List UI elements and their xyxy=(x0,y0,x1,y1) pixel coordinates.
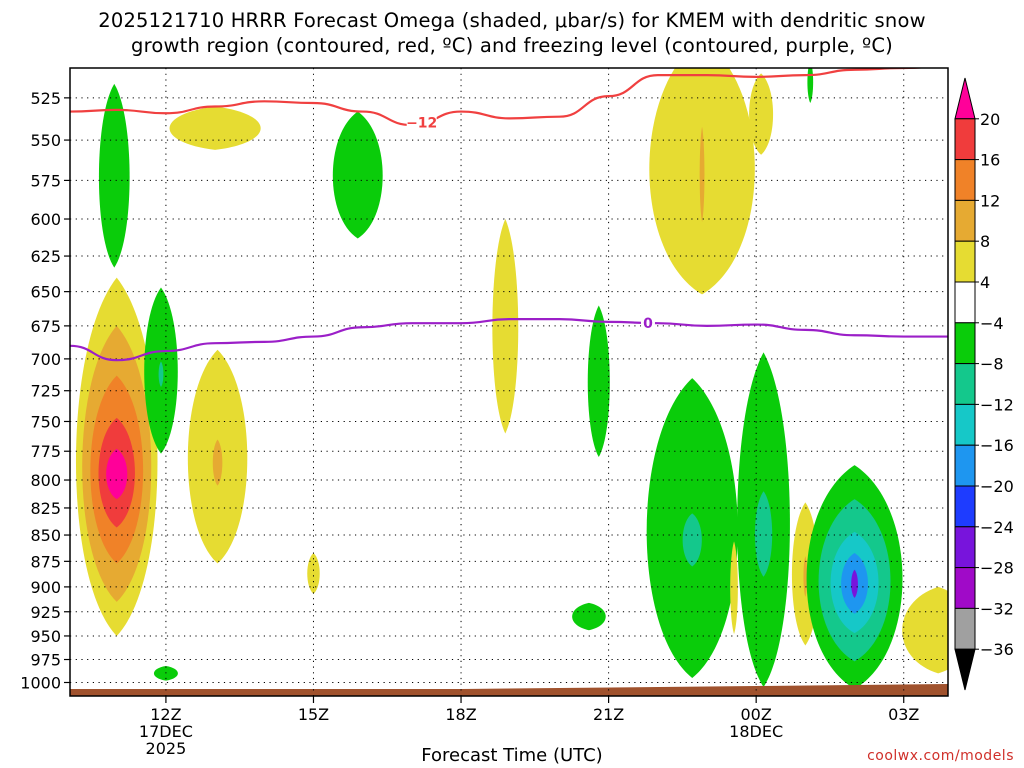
omega-region-17-level-0 xyxy=(807,68,814,104)
y-tick-label-1000: 1000 xyxy=(20,673,61,692)
y-tick-label-700: 700 xyxy=(30,350,61,369)
x-tick-label-00Z: 00Z xyxy=(741,705,772,724)
omega-region-3-level-1 xyxy=(158,361,164,387)
colorbar-swatch-6 xyxy=(954,322,976,365)
contour-line-1 xyxy=(70,318,948,362)
colorbar-swatch-1 xyxy=(954,118,976,161)
colorbar-top-arrow xyxy=(954,77,976,120)
terrain-surface xyxy=(70,684,948,696)
x-tick-label-18Z: 18Z xyxy=(445,705,476,724)
omega-region-9-level-0 xyxy=(572,602,606,631)
y-tick-label-625: 625 xyxy=(30,247,61,266)
contour-label-0: −12 xyxy=(406,115,437,131)
y-tick-label-950: 950 xyxy=(30,627,61,646)
colorbar-bottom-arrow xyxy=(954,648,976,691)
x-tick-label-03Z: 03Z xyxy=(888,705,919,724)
plot-frame xyxy=(69,67,949,697)
y-tick-label-825: 825 xyxy=(30,499,61,518)
contour-label-1: 0 xyxy=(643,316,653,332)
colorbar-swatch-11 xyxy=(954,526,976,569)
x-tick-label-21Z: 21Z xyxy=(593,705,624,724)
colorbar-label-10: −24 xyxy=(980,518,1014,537)
colorbar-swatch-3 xyxy=(954,199,976,242)
omega-region-15-level-1 xyxy=(754,491,773,577)
omega-region-1-level-1 xyxy=(212,439,223,486)
contour-line-0 xyxy=(70,68,929,127)
x-tick-year-12Z: 2025 xyxy=(146,739,187,758)
y-tick-label-750: 750 xyxy=(30,412,61,431)
omega-region-14-level-0 xyxy=(749,73,774,155)
y-tick-label-925: 925 xyxy=(30,603,61,622)
contour-label-bg-1 xyxy=(640,314,655,331)
colorbar-swatch-13 xyxy=(954,607,976,650)
x-tick-date-00Z: 18DEC xyxy=(729,722,783,741)
x-tick-label-15Z: 15Z xyxy=(298,705,329,724)
y-tick-label-575: 575 xyxy=(30,171,61,190)
y-tick-label-975: 975 xyxy=(30,651,61,670)
colorbar-swatch-7 xyxy=(954,363,976,405)
colorbar-swatch-2 xyxy=(954,159,976,201)
colorbar-swatch-10 xyxy=(954,485,976,528)
y-tick-label-725: 725 xyxy=(30,382,61,401)
omega-region-11-level-1 xyxy=(699,126,705,223)
y-tick-label-675: 675 xyxy=(30,317,61,336)
x-axis-label: Forecast Time (UTC) xyxy=(421,745,603,766)
y-tick-label-525: 525 xyxy=(30,89,61,108)
y-tick-label-550: 550 xyxy=(30,131,61,150)
contour-label-bg-0 xyxy=(406,114,437,131)
credit-link[interactable]: coolwx.com/models xyxy=(867,748,1014,764)
omega-region-12-level-1 xyxy=(682,513,702,567)
colorbar-label-0: 20 xyxy=(980,110,1000,129)
colorbar-label-9: −20 xyxy=(980,477,1014,496)
y-tick-label-775: 775 xyxy=(30,442,61,461)
colorbar-label-2: 12 xyxy=(980,191,1000,210)
omega-region-18-level-4 xyxy=(851,569,858,598)
colorbar-label-4: 4 xyxy=(980,273,990,292)
colorbar-swatch-9 xyxy=(954,444,976,487)
y-tick-label-650: 650 xyxy=(30,283,61,302)
colorbar-label-13: −36 xyxy=(980,640,1014,659)
colorbar-swatch-5 xyxy=(954,281,976,324)
colorbar-label-3: 8 xyxy=(980,232,990,251)
y-tick-label-600: 600 xyxy=(30,210,61,229)
omega-region-19-level-0 xyxy=(902,586,948,674)
omega-region-7-level-0 xyxy=(492,219,519,434)
y-tick-label-800: 800 xyxy=(30,471,61,490)
colorbar-swatch-12 xyxy=(954,567,976,609)
omega-region-13-level-0 xyxy=(730,541,738,635)
y-tick-label-900: 900 xyxy=(30,578,61,597)
colorbar-label-12: −32 xyxy=(980,599,1014,618)
x-tick-label-12Z: 12Z xyxy=(150,705,181,724)
omega-region-6-level-0 xyxy=(307,553,320,594)
colorbar-label-8: −16 xyxy=(980,436,1014,455)
colorbar-swatch-4 xyxy=(954,240,976,283)
omega-region-2-level-0 xyxy=(169,106,261,150)
omega-region-4-level-0 xyxy=(98,83,130,268)
y-tick-label-875: 875 xyxy=(30,552,61,571)
colorbar-label-5: −4 xyxy=(980,314,1004,333)
colorbar-label-6: −8 xyxy=(980,355,1004,374)
colorbar-label-7: −12 xyxy=(980,395,1014,414)
colorbar-label-1: 16 xyxy=(980,151,1000,170)
colorbar-label-11: −28 xyxy=(980,559,1014,578)
y-tick-label-850: 850 xyxy=(30,526,61,545)
omega-region-0-level-4 xyxy=(106,448,128,500)
chart-title-line-2: growth region (contoured, red, ºC) and f… xyxy=(131,34,893,57)
omega-region-5-level-0 xyxy=(332,111,383,239)
omega-region-8-level-0 xyxy=(587,305,610,458)
colorbar-swatch-8 xyxy=(954,403,976,446)
x-tick-date-12Z: 17DEC xyxy=(139,722,193,741)
chart-title-line-1: 2025121710 HRRR Forecast Omega (shaded, … xyxy=(98,9,926,32)
